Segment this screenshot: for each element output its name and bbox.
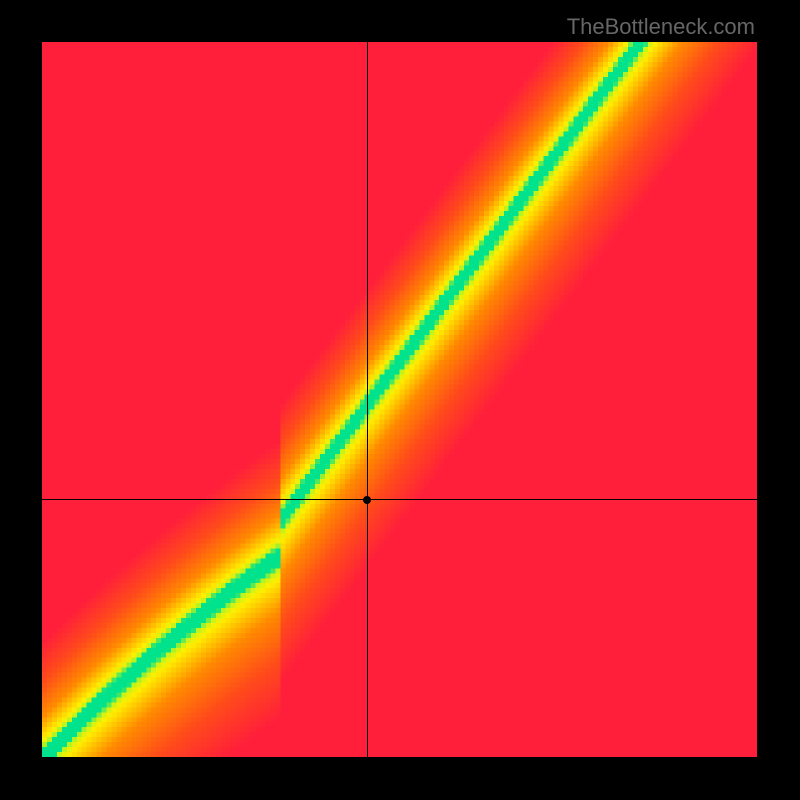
crosshair-vertical (367, 42, 368, 757)
crosshair-dot (363, 496, 371, 504)
watermark-text: TheBottleneck.com (567, 14, 755, 40)
bottleneck-heatmap (42, 42, 757, 757)
crosshair-horizontal (42, 499, 757, 500)
